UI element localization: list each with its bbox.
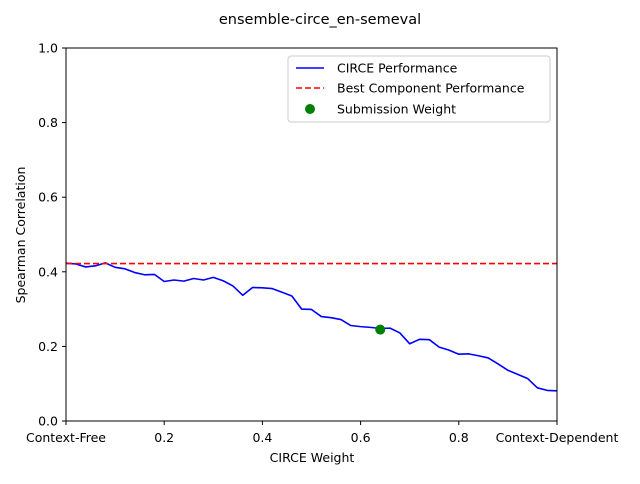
y-tick-label: 1.0 bbox=[38, 41, 58, 56]
y-tick-label: 0.0 bbox=[38, 414, 58, 429]
legend: CIRCE Performance Best Component Performa… bbox=[287, 55, 551, 123]
legend-box bbox=[287, 55, 551, 123]
legend-marker-icon bbox=[305, 104, 315, 114]
chart-title: ensemble-circe_en-semeval bbox=[219, 12, 421, 28]
legend-entry-submission-weight: Submission Weight bbox=[337, 102, 456, 117]
plot-area: Context-Free 0.2 0.4 0.6 0.8 Context-Dependen… bbox=[26, 41, 618, 446]
x-tick-label: Context-Free bbox=[26, 430, 106, 445]
legend-entry-circe-performance: CIRCE Performance bbox=[337, 61, 458, 76]
x-tick-label: Context-Dependent bbox=[496, 430, 619, 445]
x-tick-label: 0.8 bbox=[449, 430, 469, 445]
y-tick-label: 0.4 bbox=[38, 264, 58, 279]
y-tick-label: 0.2 bbox=[38, 339, 58, 354]
y-tick-label: 0.6 bbox=[38, 190, 58, 205]
axes-frame bbox=[65, 47, 558, 422]
x-axis-label: CIRCE Weight bbox=[270, 450, 355, 465]
x-tick-label: 0.6 bbox=[351, 430, 371, 445]
x-tick-label: 0.2 bbox=[154, 430, 174, 445]
circe-performance-line bbox=[65, 262, 558, 392]
legend-entry-best-component: Best Component Performance bbox=[337, 81, 525, 96]
submission-weight-point bbox=[375, 324, 386, 335]
y-axis-label: Spearman Correlation bbox=[13, 167, 28, 304]
y-tick-label: 0.8 bbox=[38, 115, 58, 130]
x-tick-label: 0.4 bbox=[252, 430, 272, 445]
